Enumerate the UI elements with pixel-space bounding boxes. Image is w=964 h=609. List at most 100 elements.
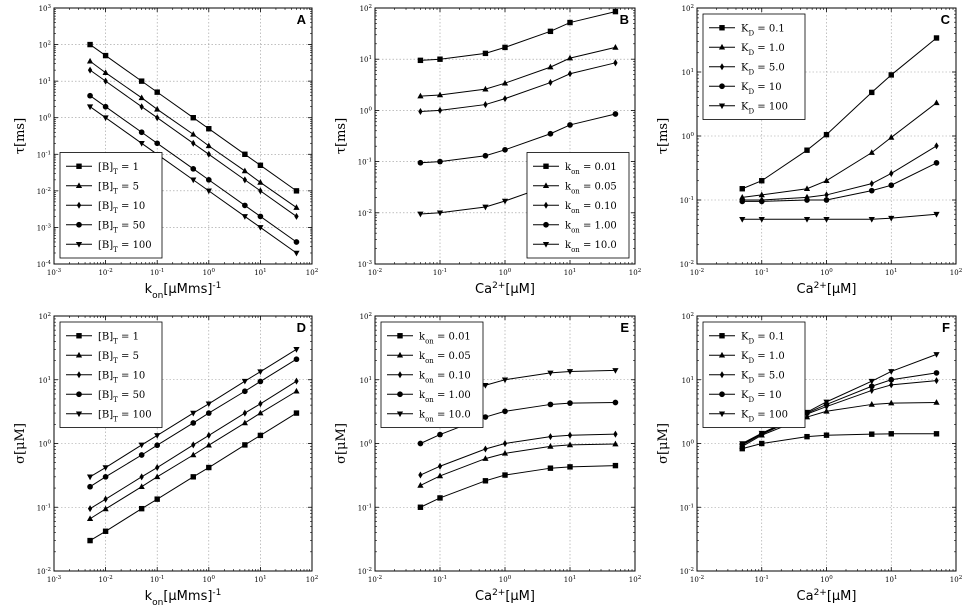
y-tick-label: 10-1 bbox=[358, 158, 372, 167]
data-point bbox=[102, 52, 109, 59]
x-tick-label: 10-2 bbox=[98, 268, 112, 277]
data-point bbox=[934, 377, 939, 385]
data-point bbox=[482, 85, 489, 92]
data-point bbox=[612, 8, 619, 15]
data-point bbox=[191, 441, 196, 449]
data-point bbox=[154, 433, 161, 439]
y-tick-label: 103 bbox=[39, 4, 52, 13]
data-point bbox=[206, 126, 212, 132]
panel-D: 10-3 10-2 10-1 100 101 10210-210-1100101102Dk… bbox=[13, 312, 318, 608]
data-point bbox=[241, 378, 248, 385]
data-point bbox=[437, 106, 443, 114]
legend-entry: KD = 5.0 bbox=[741, 370, 785, 384]
data-point bbox=[888, 399, 895, 406]
data-point bbox=[933, 352, 940, 358]
data-point bbox=[242, 388, 248, 395]
data-point bbox=[294, 377, 299, 385]
data-point bbox=[567, 464, 573, 470]
data-point bbox=[567, 19, 573, 26]
data-point bbox=[868, 149, 875, 155]
legend-entry: [B]T = 10 bbox=[98, 370, 145, 384]
data-point bbox=[293, 188, 300, 194]
x-tick-label: 102 bbox=[629, 268, 641, 277]
legend-entry: kon = 1.00 bbox=[419, 390, 471, 404]
series-line-3 bbox=[420, 62, 616, 113]
x-tick-label: 10-2 bbox=[690, 268, 704, 277]
data-point bbox=[154, 89, 160, 95]
x-tick-label: 102 bbox=[950, 268, 962, 277]
data-point bbox=[933, 370, 940, 376]
legend-entry: kon = 10.0 bbox=[419, 409, 471, 423]
legend: [B]T = 1 [B]T = 5 [B]T = 10 [B]T = 50 [B]T =… bbox=[59, 321, 163, 428]
x-tick-label: 101 bbox=[885, 575, 897, 584]
x-tick-label: 10-3 bbox=[47, 575, 62, 584]
data-point bbox=[437, 56, 443, 62]
data-point bbox=[102, 528, 109, 534]
legend-marker bbox=[719, 25, 725, 31]
data-point bbox=[933, 431, 940, 437]
y-tick-label: 101 bbox=[39, 376, 51, 385]
data-point bbox=[804, 147, 810, 153]
data-point bbox=[154, 473, 161, 480]
x-tick-label: 10-1 bbox=[150, 268, 164, 277]
data-point bbox=[206, 431, 211, 439]
data-point bbox=[257, 162, 264, 168]
data-point bbox=[502, 95, 508, 103]
legend-entry: KD = 1.0 bbox=[741, 43, 785, 57]
data-point bbox=[293, 250, 300, 257]
data-point bbox=[190, 115, 196, 121]
data-point bbox=[293, 347, 300, 353]
data-point bbox=[758, 198, 765, 205]
data-point bbox=[138, 452, 145, 458]
series-line-1 bbox=[742, 433, 937, 450]
legend-entry: kon = 0.10 bbox=[565, 201, 617, 215]
data-point bbox=[242, 202, 248, 209]
data-point bbox=[502, 439, 508, 448]
data-point bbox=[759, 440, 765, 447]
x-tick-label: 10-3 bbox=[47, 268, 62, 277]
data-point bbox=[154, 105, 161, 112]
data-point bbox=[547, 443, 554, 449]
data-point bbox=[547, 28, 554, 35]
data-point bbox=[502, 44, 508, 51]
plot-frame bbox=[696, 315, 957, 572]
data-point bbox=[102, 473, 109, 480]
data-point bbox=[612, 111, 619, 117]
legend-marker bbox=[718, 103, 726, 110]
legend-marker bbox=[719, 63, 725, 71]
data-point bbox=[502, 408, 508, 415]
data-point bbox=[567, 431, 573, 439]
data-point bbox=[436, 210, 444, 217]
legend-entry: kon = 0.01 bbox=[419, 331, 471, 345]
plot-frame bbox=[696, 7, 957, 265]
data-point bbox=[138, 483, 145, 490]
data-point bbox=[190, 177, 197, 184]
data-point bbox=[823, 407, 830, 414]
x-axis-label: kon[μMms]-1 bbox=[145, 588, 222, 608]
series-line-5 bbox=[742, 213, 937, 220]
data-point bbox=[612, 44, 619, 50]
legend-marker bbox=[76, 391, 82, 398]
data-point bbox=[87, 537, 93, 544]
data-point bbox=[103, 495, 108, 503]
data-point bbox=[205, 441, 212, 448]
x-tick-label: 10-2 bbox=[98, 575, 112, 584]
data-point bbox=[257, 432, 264, 439]
legend-entry: kon = 10.0 bbox=[565, 240, 617, 254]
data-point bbox=[823, 432, 830, 438]
x-tick-label: 10-1 bbox=[755, 268, 769, 277]
data-point bbox=[547, 130, 554, 137]
legend-marker bbox=[719, 391, 725, 398]
data-point bbox=[437, 431, 443, 438]
data-point bbox=[87, 92, 93, 99]
data-point bbox=[888, 431, 894, 437]
x-tick-label: 101 bbox=[564, 575, 576, 584]
data-point bbox=[612, 462, 619, 469]
data-point bbox=[86, 515, 94, 522]
data-point bbox=[933, 399, 940, 405]
data-point bbox=[934, 142, 939, 150]
data-point bbox=[933, 160, 940, 166]
data-point bbox=[258, 187, 263, 195]
legend-entry: [B]T = 100 bbox=[98, 240, 152, 254]
y-tick-label: 101 bbox=[682, 376, 694, 385]
